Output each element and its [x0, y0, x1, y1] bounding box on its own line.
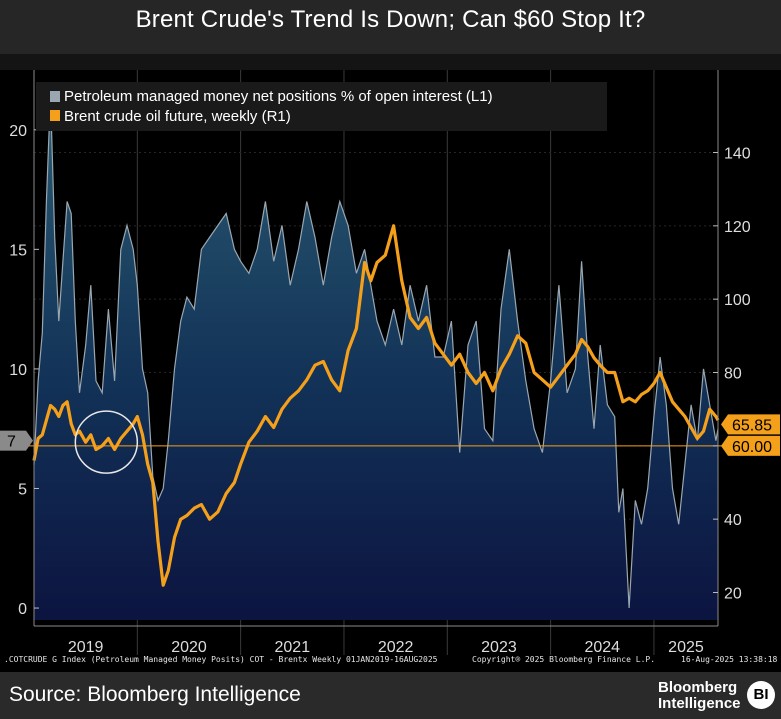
last-value-box-65.85 — [728, 414, 780, 435]
legend-box — [36, 82, 607, 131]
annotation-circle — [74, 410, 139, 474]
copyright: Copyright® 2025 Bloomberg Finance L.P. — [472, 655, 656, 664]
x-tick-label: 2025 — [668, 639, 704, 655]
net-positions-line — [33, 93, 719, 609]
x-tick-label: 2020 — [171, 639, 207, 655]
legend-swatch-brent — [50, 110, 60, 121]
brent-line — [32, 224, 720, 587]
x-tick-label: 2021 — [275, 639, 311, 655]
left-tick-label: 15 — [9, 242, 27, 259]
legend-label-brent: Brent crude oil future, weekly (R1) — [64, 108, 291, 125]
title-bar — [0, 0, 781, 54]
legend-swatch-net-positions — [50, 91, 60, 102]
right-tick-label: 20 — [724, 586, 742, 603]
legend: Petroleum managed money net positions % … — [36, 82, 607, 131]
brand-line-1: Bloomberg — [658, 679, 738, 696]
left-tick-label: 10 — [9, 362, 27, 379]
left-tick-label: 20 — [9, 123, 27, 140]
last-value-label: 60.00 — [732, 439, 772, 456]
right-tick-label: 120 — [724, 219, 751, 236]
axes — [33, 70, 719, 627]
brand-logo: Bloomberg Intelligence — [658, 680, 741, 712]
right-tick-label: 100 — [724, 292, 751, 309]
left-tick-label: 5 — [18, 481, 27, 498]
left-value-pointer — [26, 430, 33, 451]
x-tick-label: 2023 — [481, 639, 517, 655]
left-value-label: 7 — [7, 434, 16, 451]
left-value-box — [0, 430, 26, 451]
brent-line-layer — [0, 224, 730, 587]
last-value-pointer — [721, 414, 728, 435]
brand-line-2: Intelligence — [658, 695, 741, 712]
ticker-line: .COTCRUDE G Index (Petroleum Managed Mon… — [4, 655, 438, 664]
net-positions-area-layer — [33, 93, 719, 620]
chart-title: Brent Crude's Trend Is Down; Can $60 Sto… — [135, 6, 646, 33]
right-tick-label: 40 — [724, 512, 742, 529]
last-value-pointer — [721, 435, 728, 456]
chart-svg: 0510152020406080100120140201920202021202… — [0, 70, 780, 655]
left-tick-label: 0 — [18, 601, 27, 618]
source-bar — [0, 672, 781, 719]
right-tick-label: 140 — [724, 146, 751, 163]
source-text: Source: Bloomberg Intelligence — [9, 683, 301, 706]
timestamp: 16-Aug-2025 13:38:18 — [681, 655, 778, 664]
x-tick-label: 2024 — [584, 639, 620, 655]
right-tick-label: 80 — [724, 366, 742, 383]
net-positions-area — [34, 93, 718, 620]
last-value-box-60.00 — [728, 435, 780, 456]
x-tick-label: 2022 — [378, 639, 414, 655]
legend-label-net-positions: Petroleum managed money net positions % … — [64, 88, 493, 105]
last-value-label: 65.85 — [732, 417, 772, 434]
tick-labels: 0510152020406080100120140201920202021202… — [9, 123, 751, 655]
bi-badge: BI — [747, 681, 775, 709]
x-tick-label: 2019 — [68, 639, 104, 655]
header-divider — [0, 54, 781, 70]
last-value-labels: 65.85 60.00 7 — [0, 414, 780, 456]
